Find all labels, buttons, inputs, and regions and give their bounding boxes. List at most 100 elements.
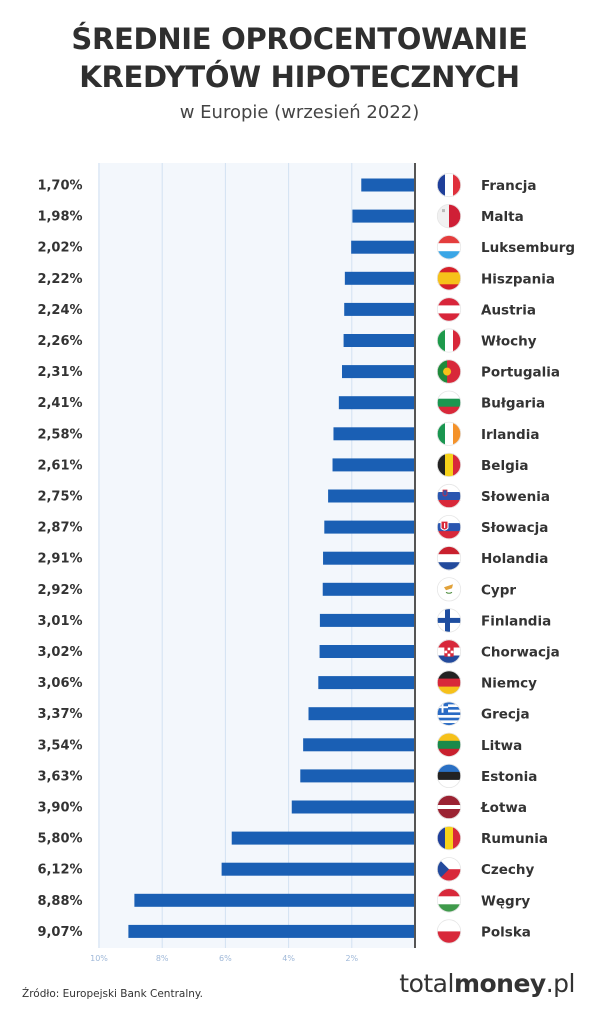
bar-24 xyxy=(134,893,415,907)
country-label: Czechy xyxy=(481,862,535,878)
country-label: Irlandia xyxy=(481,427,539,443)
chart-title-line-2: KREDYTÓW HIPOTECZNYCH xyxy=(79,60,520,94)
country-label: Portugalia xyxy=(481,365,560,381)
value-label: 3,90% xyxy=(37,801,82,816)
bar-10 xyxy=(332,458,415,472)
x-tick-label: 10% xyxy=(90,954,108,963)
bar-2 xyxy=(352,209,415,223)
value-label: 3,01% xyxy=(37,614,82,629)
flag-it-icon xyxy=(436,328,462,353)
chart-title-line-1: ŚREDNIE OPROCENTOWANIE xyxy=(71,22,528,56)
flag-lt-icon xyxy=(436,732,462,757)
source-note: Źródło: Europejski Bank Centralny. xyxy=(22,988,203,1000)
bar-20 xyxy=(300,769,415,783)
x-tick-label: 8% xyxy=(156,954,169,963)
bar-9 xyxy=(333,427,415,441)
country-label: Belgia xyxy=(481,458,528,474)
value-label: 1,98% xyxy=(37,210,82,225)
flag-fi-icon xyxy=(436,608,462,633)
country-label: Słowenia xyxy=(481,489,550,505)
value-label: 2,75% xyxy=(37,490,82,505)
country-label: Węgry xyxy=(481,893,530,909)
bar-13 xyxy=(323,551,415,565)
country-label: Łotwa xyxy=(480,800,527,816)
value-label: 2,91% xyxy=(37,552,82,567)
chart-subtitle: w Europie (wrzesień 2022) xyxy=(179,102,420,123)
value-label: 1,70% xyxy=(37,179,82,194)
value-label: 2,92% xyxy=(37,583,82,598)
country-label: Cypr xyxy=(481,582,516,598)
flag-ro-icon xyxy=(436,825,462,851)
bar-1 xyxy=(361,178,415,192)
value-label: 8,88% xyxy=(37,894,82,909)
x-tick-label: 4% xyxy=(282,954,295,963)
bar-12 xyxy=(324,520,415,534)
country-label: Włochy xyxy=(481,334,537,350)
flag-be-icon xyxy=(436,452,462,477)
flag-cy-icon xyxy=(436,577,462,602)
flag-at-icon xyxy=(436,297,462,322)
flag-fr-icon xyxy=(436,172,462,198)
flag-lv-icon xyxy=(436,794,462,820)
flag-ee-icon xyxy=(436,763,462,789)
bar-21 xyxy=(291,800,415,814)
country-label: Litwa xyxy=(481,738,522,754)
value-label: 2,26% xyxy=(37,334,82,349)
bar-6 xyxy=(343,334,415,347)
bar-17 xyxy=(318,676,415,690)
value-label: 2,41% xyxy=(37,396,82,411)
brand-part-1: total xyxy=(399,969,454,998)
country-label: Holandia xyxy=(481,551,548,567)
country-label: Malta xyxy=(481,209,524,225)
country-label: Chorwacja xyxy=(481,645,560,661)
value-label: 2,61% xyxy=(37,458,82,473)
country-label: Austria xyxy=(481,302,536,318)
bar-7 xyxy=(342,365,415,379)
value-label: 2,24% xyxy=(37,303,82,318)
country-label: Hiszpania xyxy=(481,271,555,287)
country-label: Polska xyxy=(481,924,531,940)
brand-part-3: .pl xyxy=(545,969,576,998)
flag-bg-icon xyxy=(436,390,462,415)
bar-18 xyxy=(308,707,415,721)
bar-8 xyxy=(338,396,415,410)
value-label: 9,07% xyxy=(37,925,82,940)
value-label: 2,22% xyxy=(37,272,82,287)
value-label: 3,37% xyxy=(37,707,82,722)
value-label: 3,63% xyxy=(37,769,82,784)
flag-hu-icon xyxy=(436,888,462,913)
bar-14 xyxy=(322,582,415,596)
bar-23 xyxy=(221,862,415,876)
bar-5 xyxy=(344,302,415,316)
value-label: 5,80% xyxy=(37,832,82,847)
value-label: 2,58% xyxy=(37,427,82,442)
country-label: Luksemburg xyxy=(481,240,575,256)
flag-nl-icon xyxy=(436,546,462,571)
country-label: Estonia xyxy=(481,769,537,785)
country-label: Francja xyxy=(481,178,536,194)
x-tick-label: 2% xyxy=(345,954,358,963)
flag-es-icon xyxy=(436,266,462,291)
bar-16 xyxy=(319,645,415,658)
country-label: Bułgaria xyxy=(481,396,545,412)
flag-sk-icon xyxy=(436,514,462,540)
value-label: 3,54% xyxy=(37,738,82,753)
flag-lu-icon xyxy=(436,235,462,260)
value-label: 6,12% xyxy=(37,863,82,878)
flag-ie-icon xyxy=(436,421,462,446)
brand-part-2: money xyxy=(453,969,546,998)
flag-pl-icon xyxy=(436,919,462,944)
bar-11 xyxy=(328,489,415,503)
flag-de-icon xyxy=(436,670,462,695)
country-label: Grecja xyxy=(481,707,530,723)
bar-19 xyxy=(303,738,415,752)
bar-4 xyxy=(344,271,415,285)
flag-mt-icon xyxy=(436,204,462,229)
bar-3 xyxy=(351,240,415,254)
flag-cz-icon xyxy=(436,857,462,882)
x-tick-label: 6% xyxy=(219,954,232,963)
value-label: 2,87% xyxy=(37,521,82,536)
flag-pt-icon xyxy=(436,359,462,384)
flag-si-icon xyxy=(436,483,462,509)
